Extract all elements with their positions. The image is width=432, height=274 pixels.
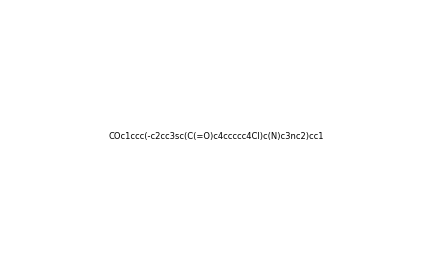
Text: COc1ccc(-c2cc3sc(C(=O)c4ccccc4Cl)c(N)c3nc2)cc1: COc1ccc(-c2cc3sc(C(=O)c4ccccc4Cl)c(N)c3n… — [108, 133, 324, 141]
